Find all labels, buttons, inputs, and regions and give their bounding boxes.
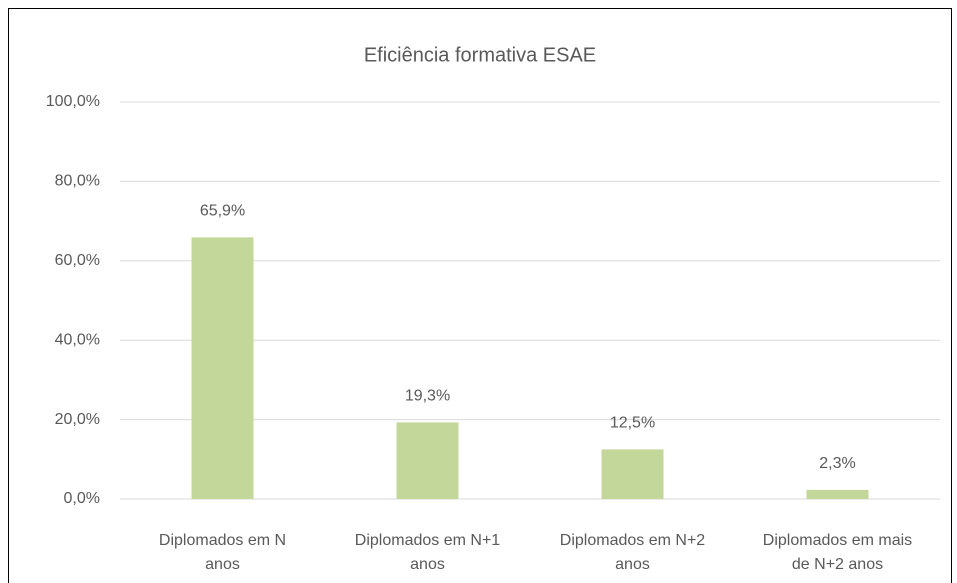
x-tick-label: Diplomados em mais de N+2 anos xyxy=(762,532,913,573)
x-tick-label: Diplomados em N+1 anos xyxy=(354,532,501,573)
data-label: 12,5% xyxy=(610,415,655,432)
data-label: 65,9% xyxy=(200,203,245,220)
chart-title: Eficiência formativa ESAE xyxy=(364,44,596,66)
chart-border xyxy=(8,8,952,583)
bar xyxy=(396,422,459,499)
bar xyxy=(191,237,254,499)
y-tick-label: 20,0% xyxy=(55,411,100,428)
x-tick-label: Diplomados em N anos xyxy=(158,532,287,573)
y-tick-label: 100,0% xyxy=(46,93,100,110)
y-tick-label: 80,0% xyxy=(55,173,100,190)
data-label: 19,3% xyxy=(405,388,450,405)
data-label: 2,3% xyxy=(819,455,855,472)
y-tick-label: 60,0% xyxy=(55,252,100,269)
bar xyxy=(806,489,869,499)
y-tick-label: 40,0% xyxy=(55,331,100,348)
y-tick-label: 0,0% xyxy=(64,490,100,507)
x-tick-label: Diplomados em N+2 anos xyxy=(559,532,706,573)
bar xyxy=(601,449,664,499)
